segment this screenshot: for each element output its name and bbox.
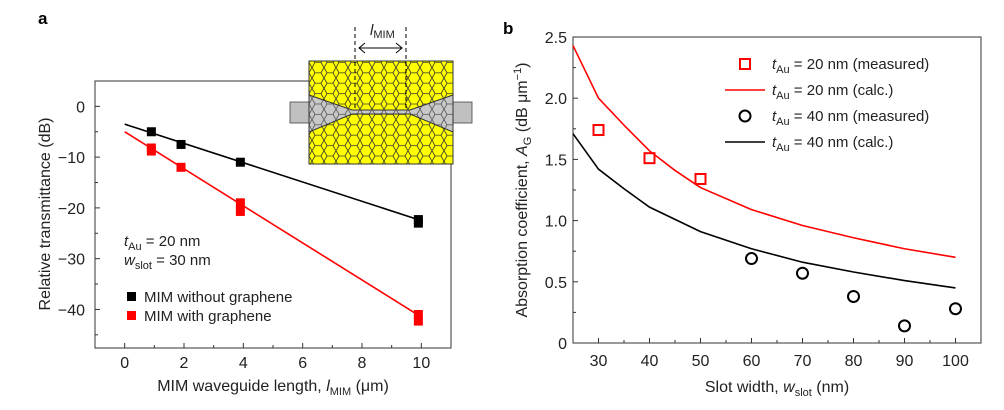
panel-b: b 30 40 50 60 70 80 90 100 0 0.5 1.0 1.5 2.0 2.5 Abso…: [503, 19, 982, 399]
data-point: [745, 252, 758, 266]
plot-frame-b: [572, 36, 982, 344]
legend-var: t: [772, 108, 777, 125]
legend-rest: = 20 nm (measured): [790, 56, 930, 73]
data-point: [694, 172, 707, 185]
x-tick-label: 40: [641, 353, 659, 370]
x-tick-label: 30: [590, 353, 608, 370]
legend-rest: = 20 nm (calc.): [790, 82, 894, 99]
legend-label: tAu = 20 nm (measured): [772, 56, 929, 76]
y-axis-label-a: Relative transmittance (dB): [37, 118, 54, 311]
legend-sub: Au: [776, 116, 789, 128]
legend-b: tAu = 20 nm (measured)tAu = 20 nm (calc.…: [725, 56, 929, 154]
y-tick-label: 0.5: [545, 275, 567, 292]
data-point: [413, 218, 423, 228]
data-point: [898, 319, 911, 333]
x-tick-label: 6: [298, 355, 307, 372]
legend-rest: = 40 nm (measured): [790, 108, 930, 125]
axes-a: 0 2 4 6 8 10 0 −10 −20 −30 −40: [58, 99, 430, 372]
legend-rest: = 40 nm (calc.): [790, 134, 894, 151]
data-point: [643, 152, 656, 165]
data-point: [235, 198, 245, 208]
legend-label: MIM without graphene: [144, 289, 292, 306]
data-point: [146, 146, 156, 156]
legend-label: tAu = 40 nm (calc.): [772, 134, 893, 154]
data-point: [592, 124, 605, 137]
legend-marker-red: [127, 311, 136, 320]
x-tick-label: 4: [239, 355, 248, 372]
legend-var: t: [772, 134, 777, 151]
y-tick-label: −30: [58, 252, 85, 269]
legend-var: t: [772, 82, 777, 99]
annotation-tau: tAu = 20 nm: [124, 233, 200, 253]
fit-line: [124, 131, 422, 318]
y-tick-label: −20: [58, 201, 85, 218]
legend-marker: [739, 58, 751, 70]
data-point: [949, 302, 962, 316]
x-tick-label: 0: [120, 355, 129, 372]
x-tick-label: 8: [358, 355, 367, 372]
data-point: [146, 127, 156, 137]
axes-b: 30 40 50 60 70 80 90 100 0 0.5 1.0 1.5 2.0 2.5: [545, 30, 969, 370]
legend-label: tAu = 20 nm (calc.): [772, 82, 893, 102]
x-tick-label: 90: [896, 353, 914, 370]
y-tick-label: 2.5: [545, 30, 567, 47]
y-axis-label-b: Absorption coefficient, AG (dB μm−1): [512, 62, 534, 317]
y-tick-label: −40: [58, 302, 85, 319]
x-tick-label: 50: [692, 353, 710, 370]
legend-sub: Au: [776, 64, 789, 76]
inset-schematic: lMIM: [289, 22, 473, 165]
x-tick-label: 60: [743, 353, 761, 370]
data-point: [413, 316, 423, 326]
x-tick-label: 2: [180, 355, 189, 372]
legend-a: MIM without graphene MIM with graphene: [127, 289, 292, 325]
x-axis-label-a: MIM waveguide length, lMIM (μm): [157, 378, 389, 398]
legend-var: t: [772, 56, 777, 73]
calc-line: [572, 45, 956, 259]
x-tick-label: 70: [794, 353, 812, 370]
data-marks-b: [572, 45, 962, 333]
y-tick-label: −10: [58, 150, 85, 167]
data-point: [413, 309, 423, 319]
legend-sub: Au: [776, 142, 789, 154]
x-tick-label: 80: [845, 353, 863, 370]
y-tick-label: 1.5: [545, 152, 567, 169]
y-tick-label: 0: [76, 99, 85, 116]
y-tick-label: 1.0: [545, 214, 567, 231]
x-tick-label: 10: [412, 355, 430, 372]
legend-marker: [738, 109, 752, 123]
data-point: [847, 289, 860, 303]
y-tick-label: 2.0: [545, 91, 567, 108]
panel-label-a: a: [38, 9, 48, 28]
panel-a: a 0 2 4 6 8 10 0 −10 −20 −30 −40 Relative transmit…: [37, 9, 473, 398]
inset-label: lMIM: [370, 22, 395, 41]
data-point: [176, 162, 186, 172]
legend-label: tAu = 40 nm (measured): [772, 108, 929, 128]
data-point: [235, 206, 245, 216]
calc-line: [572, 133, 956, 289]
annotation-wslot: wslot = 30 nm: [124, 252, 211, 272]
legend-sub: Au: [776, 90, 789, 102]
y-tick-label: 0: [558, 336, 567, 353]
fit-line: [124, 123, 422, 222]
data-point: [796, 266, 809, 280]
panel-label-b: b: [503, 19, 513, 38]
legend-marker-black: [127, 292, 136, 301]
x-axis-label-b: Slot width, wslot (nm): [705, 379, 849, 399]
legend-label: MIM with graphene: [144, 308, 272, 325]
data-point: [235, 157, 245, 167]
data-marks-a: [124, 123, 423, 326]
x-tick-label: 100: [942, 353, 969, 370]
data-point: [176, 139, 186, 149]
